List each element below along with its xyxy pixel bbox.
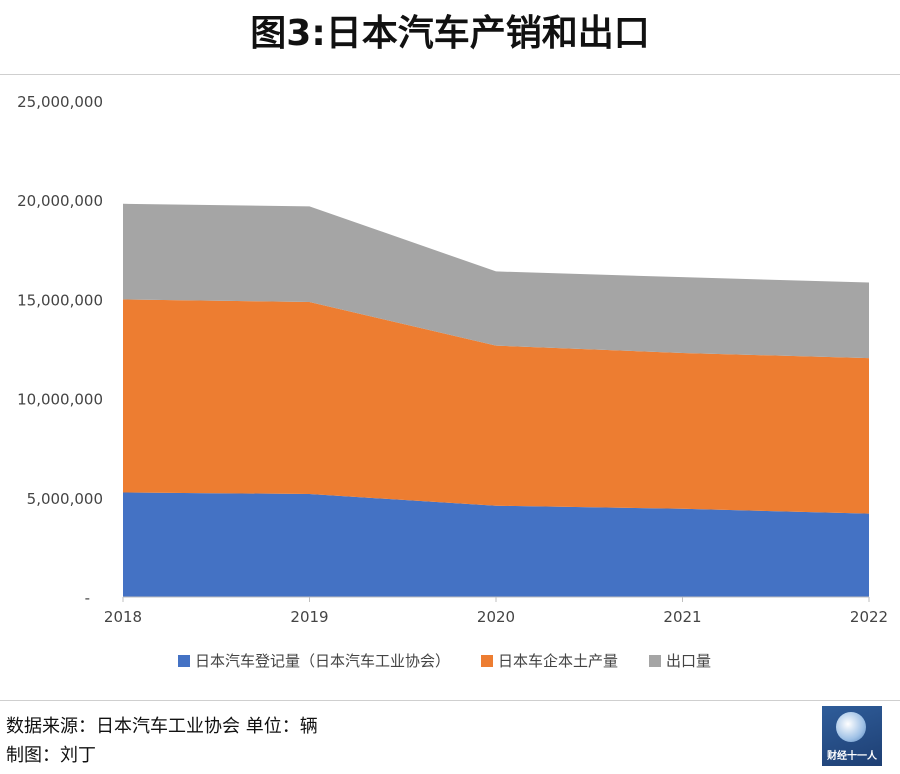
x-tick-label: 2020 xyxy=(477,608,515,626)
legend-swatch-1 xyxy=(178,655,190,667)
data-source-note: 数据来源：日本汽车工业协会 单位：辆 xyxy=(6,716,318,737)
y-tick-label: - xyxy=(85,589,90,607)
logo-text: 财经十一人 xyxy=(827,751,877,762)
y-tick-label: 5,000,000 xyxy=(27,490,103,508)
chart-axes: 2018 2019 2020 2021 2022 - 5,000,000 10,000,000… xyxy=(17,93,888,626)
publisher-logo: 财经十一人 xyxy=(822,706,882,766)
x-tick-label: 2022 xyxy=(850,608,888,626)
y-tick-label: 20,000,000 xyxy=(17,192,103,210)
chart-title: 图3:日本汽车产销和出口 xyxy=(250,13,650,54)
area-chart: 2018 2019 2020 2021 2022 - 5,000,000 10,000,000… xyxy=(17,93,888,670)
y-tick-label: 25,000,000 xyxy=(17,93,103,111)
area-series-1 xyxy=(123,492,869,597)
legend-label-3: 出口量 xyxy=(666,652,711,670)
globe-icon xyxy=(836,712,866,742)
y-tick-label: 10,000,000 xyxy=(17,391,103,409)
title-divider xyxy=(0,74,900,75)
legend-swatch-3 xyxy=(649,655,661,667)
x-tick-label: 2019 xyxy=(290,608,328,626)
y-tick-label: 15,000,000 xyxy=(17,291,103,309)
x-tick-label: 2018 xyxy=(104,608,142,626)
chart-areas xyxy=(123,203,869,597)
author-note: 制图：刘丁 xyxy=(6,745,96,766)
legend-label-2: 日本车企本土产量 xyxy=(498,652,618,670)
footer-divider xyxy=(0,700,900,701)
area-series-3 xyxy=(123,203,869,359)
legend-swatch-2 xyxy=(481,655,493,667)
x-tick-label: 2021 xyxy=(663,608,701,626)
legend-label-1: 日本汽车登记量（日本汽车工业协会） xyxy=(195,652,450,670)
chart-legend: 日本汽车登记量（日本汽车工业协会） 日本车企本土产量 出口量 xyxy=(178,652,711,670)
